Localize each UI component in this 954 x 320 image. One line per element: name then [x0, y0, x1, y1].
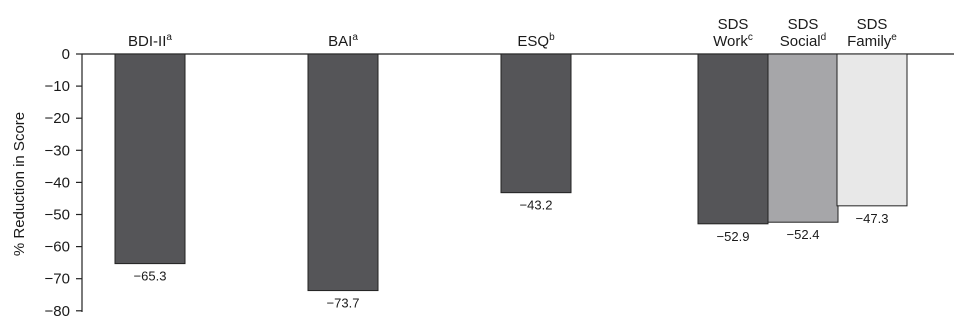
y-tick-label: −20	[45, 110, 70, 127]
category-label: Workc	[713, 32, 753, 50]
y-tick-label: −70	[45, 271, 70, 288]
value-label: −73.7	[327, 296, 360, 311]
category-label: SDS	[718, 16, 749, 33]
y-axis-title: % Reduction in Score	[11, 112, 28, 256]
y-tick-label: −40	[45, 174, 70, 191]
bar	[307, 53, 379, 292]
y-tick-label: −60	[45, 239, 70, 256]
category-label: BAIa	[328, 32, 358, 50]
category-labels-group: BDI-IIa BAIa ESQbSDSWorkcSDSSocialdSDSFami…	[128, 16, 897, 50]
category-label: Familye	[847, 32, 897, 50]
category-label: SDS	[857, 16, 888, 33]
bars-group	[114, 53, 908, 292]
value-label: −43.2	[520, 198, 553, 213]
y-tick-label: −30	[45, 142, 70, 159]
category-label: Sociald	[780, 32, 826, 50]
bar	[697, 53, 769, 225]
value-labels-group: −65.3 −73.7 −43.2 −52.9 −52.4 −47.3	[134, 198, 889, 311]
bar	[767, 53, 839, 223]
y-axis-ticks: 0 −10 −20 −30 −40 −50 −60 −70 −80	[45, 46, 82, 320]
value-label: −65.3	[134, 269, 167, 284]
value-label: −52.9	[717, 229, 750, 244]
bar	[114, 53, 186, 265]
category-label: ESQb	[517, 32, 555, 50]
y-tick-label: −80	[45, 303, 70, 320]
y-tick-label: 0	[62, 46, 70, 63]
bar	[500, 53, 572, 194]
category-label: SDS	[788, 16, 819, 33]
y-tick-label: −10	[45, 78, 70, 95]
value-label: −52.4	[787, 227, 820, 242]
bar	[836, 53, 908, 207]
y-tick-label: −50	[45, 207, 70, 224]
value-label: −47.3	[856, 211, 889, 226]
category-label: BDI-IIa	[128, 32, 172, 50]
